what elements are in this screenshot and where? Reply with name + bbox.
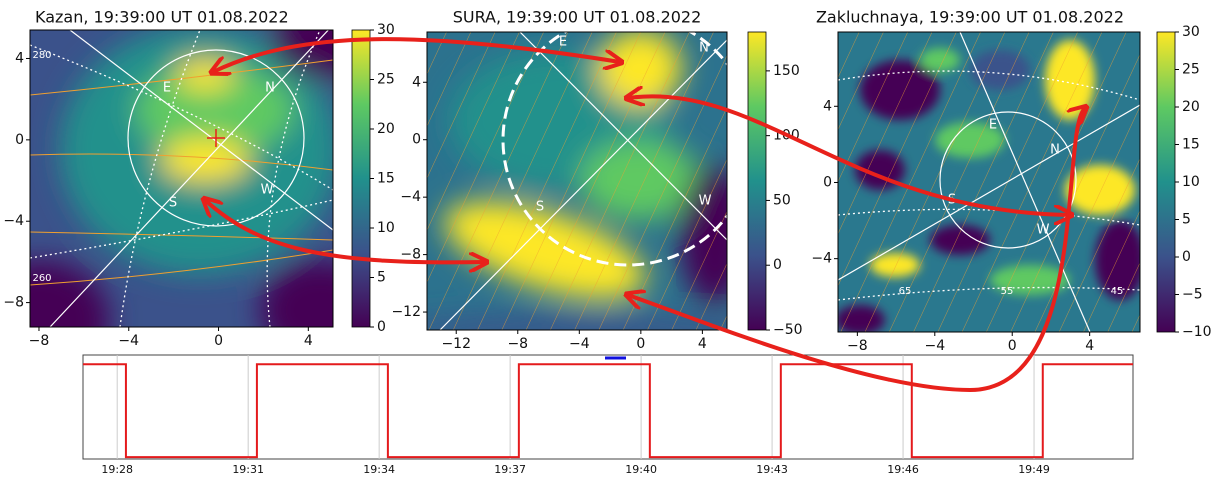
y-tick-label: −4: [400, 189, 421, 205]
zakluchnaya-image: [835, 32, 1145, 335]
y-tick-label: 0: [412, 132, 421, 148]
colorbar-tick-label: 0: [377, 319, 386, 335]
page: {"chart_data": [ {"type": "heatmap", "ti…: [0, 0, 1211, 480]
annotation: 260: [32, 273, 51, 284]
x-tick-label: −4: [569, 336, 590, 352]
y-tick-label: 0: [15, 132, 24, 148]
x-tick-label: −8: [507, 336, 528, 352]
x-tick-label: 0: [636, 336, 645, 352]
x-tick-label: 4: [698, 336, 707, 352]
colorbar: [1157, 32, 1175, 332]
annotation: 55: [1001, 286, 1014, 297]
colorbar-tick-label: 15: [1182, 137, 1200, 153]
x-tick-label: 19:34: [363, 463, 395, 476]
x-tick-label: −4: [924, 338, 945, 354]
colorbar-tick-label: −5: [1182, 287, 1203, 303]
colorbar-tick-label: 0: [773, 257, 782, 273]
annotation: E: [559, 35, 567, 50]
x-tick-label: −8: [847, 338, 868, 354]
colorbar-tick-label: 30: [1182, 24, 1200, 40]
colorbar: [352, 30, 370, 327]
colorbar-tick-label: 20: [377, 121, 395, 137]
annotation: W: [1037, 223, 1050, 238]
x-tick-label: 4: [1085, 338, 1094, 354]
kazan-image: [0, 0, 390, 380]
annotation: N: [265, 81, 275, 96]
colorbar-tick-label: 25: [1182, 62, 1200, 78]
colorbar: [748, 32, 766, 330]
annotation: N: [699, 41, 709, 56]
panel-title: Kazan, 19:39:00 UT 01.08.2022: [35, 8, 289, 27]
colorbar-tick-label: 150: [773, 63, 800, 79]
annotation: W: [699, 194, 712, 209]
x-tick-label: 19:43: [756, 463, 788, 476]
annotation: E: [989, 118, 997, 133]
panel-title: SURA, 19:39:00 UT 01.08.2022: [453, 8, 702, 27]
panel-title: Zakluchnaya, 19:39:00 UT 01.08.2022: [816, 8, 1124, 27]
x-tick-label: 4: [304, 333, 313, 349]
colorbar-tick-label: 5: [377, 270, 386, 286]
y-tick-label: 4: [823, 98, 832, 114]
y-tick-label: 0: [823, 174, 832, 190]
x-tick-label: 19:31: [232, 463, 264, 476]
x-tick-label: 0: [1008, 338, 1017, 354]
step-line: [83, 364, 1133, 457]
colorbar-tick-label: −10: [1182, 324, 1211, 340]
x-tick-label: 19:49: [1018, 463, 1050, 476]
y-tick-label: −8: [3, 295, 24, 311]
y-tick-label: −4: [3, 213, 24, 229]
colorbar-tick-label: 10: [377, 220, 395, 236]
annotation: 280: [32, 50, 51, 61]
colorbar-tick-label: 50: [773, 192, 791, 208]
annotation: 45: [1111, 286, 1124, 297]
x-tick-label: 19:28: [101, 463, 133, 476]
annotation: 65: [899, 286, 912, 297]
annotation: W: [261, 183, 274, 198]
annotation: N: [1050, 143, 1060, 158]
sura-image: [380, 15, 780, 344]
x-tick-label: 19:40: [625, 463, 657, 476]
y-tick-label: −4: [811, 251, 832, 267]
x-tick-label: 19:37: [494, 463, 526, 476]
colorbar-tick-label: 30: [377, 22, 395, 38]
x-tick-label: −12: [441, 336, 471, 352]
y-tick-label: 4: [412, 74, 421, 90]
x-tick-label: −8: [29, 333, 50, 349]
colorbar-tick-label: 0: [1182, 249, 1191, 265]
figure: Kazan, 19:39:00 UT 01.08.2022 −8 −4 0 4 4 0 −4 −…: [0, 0, 1211, 480]
colorbar-tick-label: 15: [377, 171, 395, 187]
colorbar-tick-label: 10: [1182, 174, 1200, 190]
annotation: E: [163, 81, 171, 96]
y-tick-label: 4: [15, 50, 24, 66]
x-tick-label: 0: [214, 333, 223, 349]
colorbar-tick-label: −50: [773, 322, 803, 338]
x-tick-label: 19:46: [887, 463, 919, 476]
colorbar-tick-label: 25: [377, 72, 395, 88]
colorbar-tick-label: 5: [1182, 212, 1191, 228]
y-tick-label: −12: [391, 304, 421, 320]
x-tick-label: −4: [118, 333, 139, 349]
annotation: S: [169, 196, 177, 211]
annotation: S: [536, 200, 544, 215]
timeline-frame: [83, 355, 1133, 459]
colorbar-tick-label: 20: [1182, 99, 1200, 115]
